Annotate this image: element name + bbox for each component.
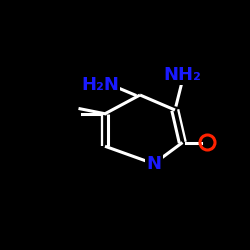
Text: NH₂: NH₂ [164, 66, 202, 84]
Text: H₂N: H₂N [81, 76, 119, 94]
Text: N: N [146, 155, 161, 173]
